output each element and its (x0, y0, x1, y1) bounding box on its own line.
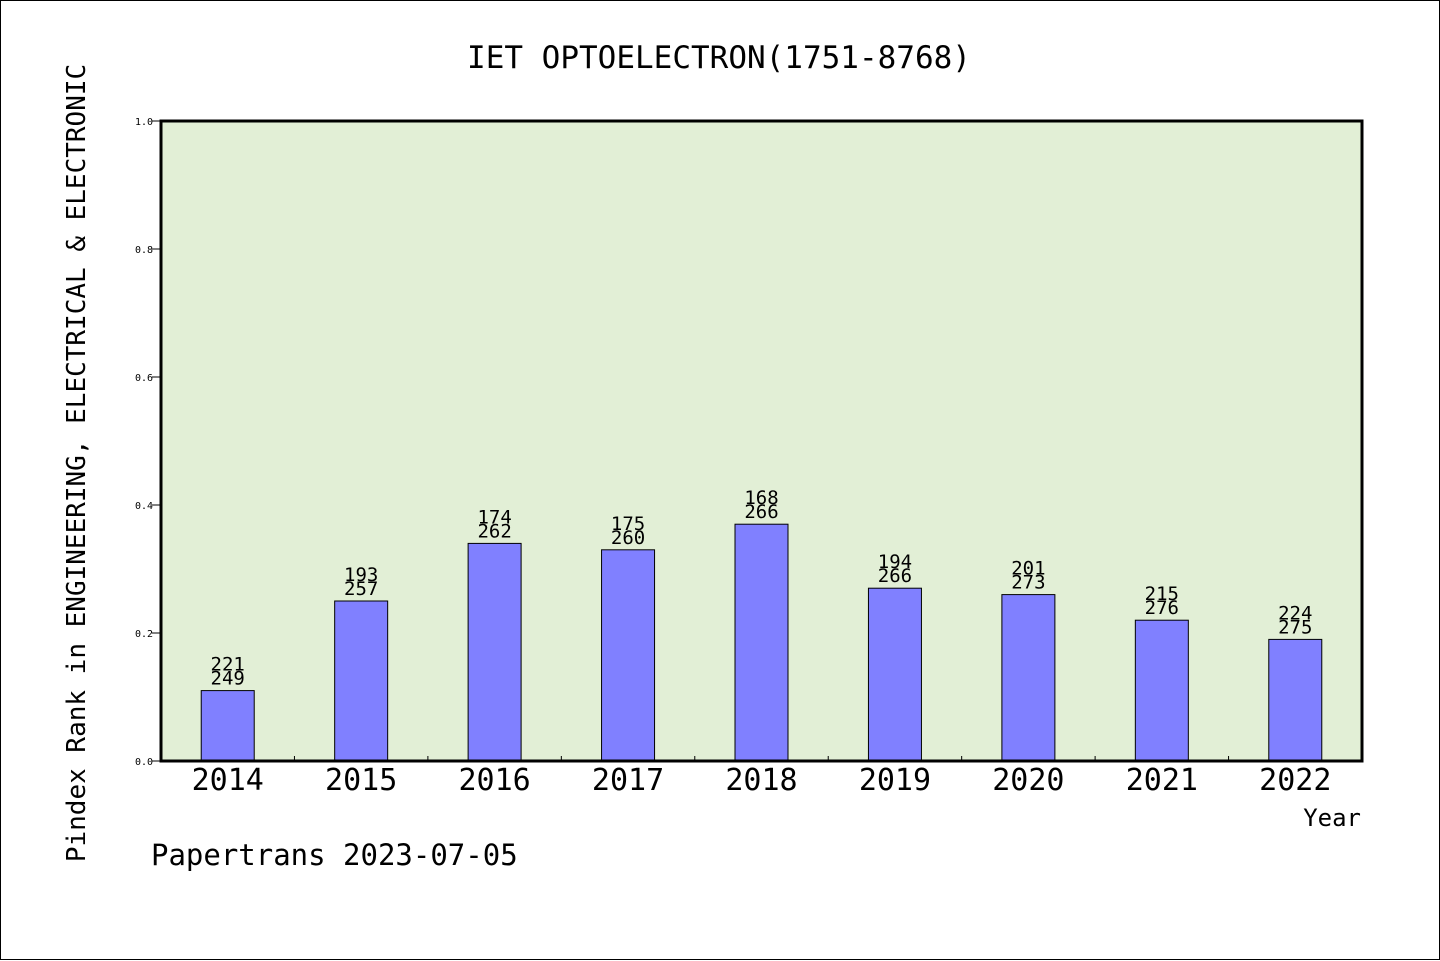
x-tick-label: 2018 (725, 763, 797, 798)
bar (200, 690, 255, 762)
y-tick-label: 0.4 (135, 501, 153, 512)
bar-label-top: 175 (611, 513, 645, 535)
y-axis-label: Pindex Rank in ENGINEERING, ELECTRICAL &… (62, 64, 92, 862)
bar-label-bottom: 262 (477, 520, 511, 542)
bar (1001, 594, 1056, 762)
x-tick-label: 2022 (1259, 763, 1331, 798)
y-tick-label: 0.6 (135, 373, 153, 384)
bar (1134, 619, 1189, 762)
bar-label-bottom: 260 (611, 527, 645, 549)
y-tick-label: 0.8 (135, 245, 153, 256)
bar-label-bottom: 276 (1145, 597, 1179, 619)
x-tick-label: 2019 (859, 763, 931, 798)
bar-label-top: 201 (1011, 558, 1045, 580)
x-tick-label: 2020 (992, 763, 1064, 798)
bar-label-top: 194 (878, 551, 912, 573)
footer-credit: Papertrans 2023-07-05 (151, 838, 518, 872)
plot-border (159, 119, 1364, 763)
bar (601, 549, 656, 762)
x-tick-label: 2017 (592, 763, 664, 798)
bar (467, 542, 522, 762)
bar-label-bottom: 273 (1011, 572, 1045, 594)
bar-label-bottom: 249 (211, 668, 245, 690)
bar-label-top: 215 (1145, 583, 1179, 605)
bar-label-bottom: 275 (1278, 616, 1312, 638)
chart-title: IET OPTOELECTRON(1751-8768) (467, 40, 971, 76)
bar (1268, 638, 1323, 762)
bar-label-top: 193 (344, 564, 378, 586)
y-tick-label: 1.0 (135, 117, 153, 128)
bar-label-bottom: 266 (878, 565, 912, 587)
x-tick-label: 2014 (192, 763, 264, 798)
bar (867, 587, 922, 762)
bar-label-top: 168 (744, 487, 778, 509)
x-axis-label: Year (1303, 804, 1361, 832)
bar-label-top: 221 (211, 654, 245, 676)
bar-label-bottom: 266 (744, 501, 778, 523)
x-tick-label: 2015 (325, 763, 397, 798)
bar-label-top: 224 (1278, 602, 1312, 624)
y-tick-label: 0.2 (135, 629, 153, 640)
x-tick-label: 2021 (1126, 763, 1198, 798)
bar (334, 600, 389, 762)
x-tick-label: 2016 (458, 763, 530, 798)
bar-label-bottom: 257 (344, 578, 378, 600)
bar-label-top: 174 (477, 506, 511, 528)
y-tick-label: 0.0 (135, 757, 153, 768)
bar (734, 523, 789, 762)
